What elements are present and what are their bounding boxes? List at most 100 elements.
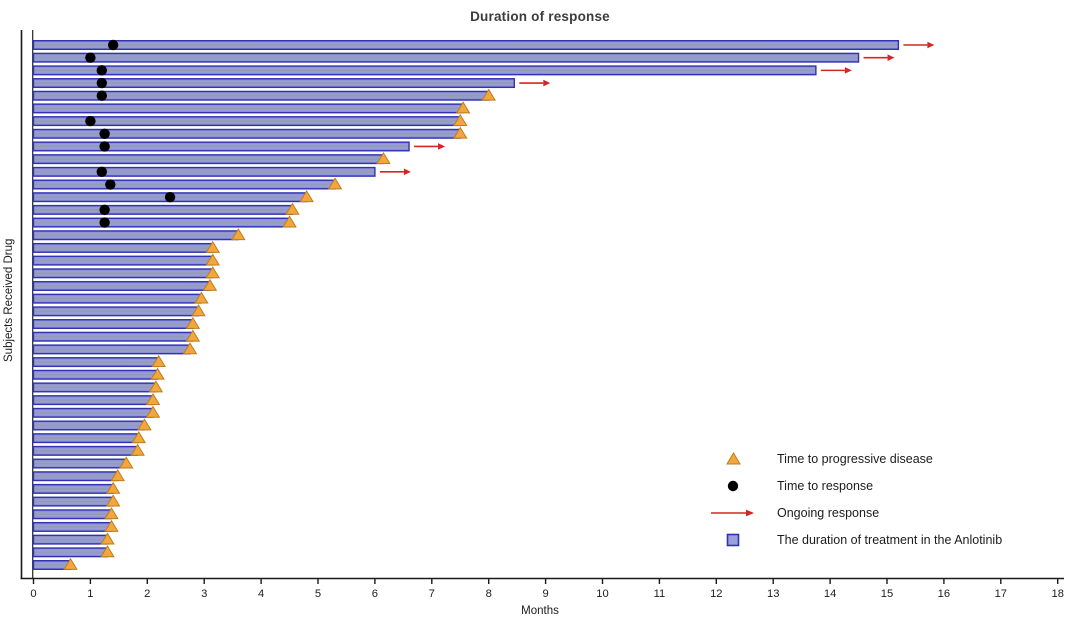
treatment-bar bbox=[32, 40, 900, 51]
treatment-bar bbox=[32, 420, 146, 431]
legend-item-progressive-disease: Time to progressive disease bbox=[705, 445, 1002, 472]
time-to-response-dot bbox=[96, 90, 107, 101]
legend-label: Time to progressive disease bbox=[777, 451, 933, 466]
progression-triangle bbox=[182, 342, 198, 355]
progression-triangle bbox=[205, 266, 221, 279]
progression-triangle bbox=[455, 101, 471, 114]
x-tick-label: 5 bbox=[315, 588, 321, 600]
progression-triangle bbox=[202, 278, 218, 291]
progression-triangle bbox=[130, 443, 145, 456]
treatment-bar bbox=[32, 306, 200, 317]
treatment-bar bbox=[32, 471, 119, 482]
progression-triangle bbox=[481, 88, 496, 101]
progression-triangle bbox=[105, 494, 121, 507]
x-tick-label: 6 bbox=[372, 588, 378, 600]
time-to-response-dot bbox=[99, 217, 110, 228]
legend-item-time-to-response: Time to response bbox=[705, 472, 1002, 499]
treatment-bar bbox=[32, 458, 127, 469]
treatment-bar bbox=[32, 204, 294, 215]
ongoing-arrow-head bbox=[887, 54, 895, 61]
progression-triangle bbox=[185, 329, 201, 342]
treatment-bar bbox=[32, 280, 211, 291]
progression-triangle bbox=[285, 202, 300, 215]
ongoing-arrow-head bbox=[403, 168, 411, 176]
treatment-bar bbox=[32, 445, 139, 456]
ongoing-arrow-head bbox=[927, 41, 935, 49]
x-tick-label: 15 bbox=[881, 588, 893, 600]
treatment-bar bbox=[32, 217, 291, 228]
x-tick-label: 18 bbox=[1051, 588, 1063, 600]
progression-triangle bbox=[194, 291, 209, 304]
progression-triangle bbox=[148, 380, 164, 393]
treatment-bar bbox=[32, 65, 817, 76]
time-to-response-dot bbox=[85, 52, 96, 63]
x-tick-label: 16 bbox=[938, 588, 950, 600]
treatment-bar bbox=[32, 331, 194, 342]
x-tick-label: 7 bbox=[429, 588, 435, 600]
treatment-bar bbox=[32, 357, 160, 368]
x-tick-label: 3 bbox=[201, 588, 207, 600]
time-to-response-dot bbox=[164, 191, 176, 203]
legend: Time to progressive disease Time to resp… bbox=[705, 445, 1002, 553]
progression-triangle bbox=[282, 215, 297, 228]
x-tick-label: 4 bbox=[258, 588, 264, 600]
treatment-bar bbox=[32, 179, 336, 190]
progression-triangle bbox=[104, 519, 119, 532]
treatment-bar bbox=[32, 128, 461, 139]
treatment-bar bbox=[32, 230, 240, 241]
treatment-bar bbox=[32, 319, 194, 330]
treatment-bar bbox=[32, 293, 203, 304]
x-tick-label: 11 bbox=[654, 588, 666, 600]
chart-title: Duration of response bbox=[470, 9, 610, 24]
time-to-response-dot bbox=[85, 115, 96, 127]
treatment-bar bbox=[32, 242, 214, 253]
progression-triangle bbox=[100, 532, 115, 545]
treatment-bar bbox=[32, 52, 860, 63]
progression-triangle bbox=[452, 113, 468, 126]
time-to-response-dot bbox=[99, 204, 110, 216]
arrow-icon bbox=[705, 507, 761, 519]
progression-triangle bbox=[145, 392, 161, 406]
triangle-icon bbox=[705, 452, 761, 465]
x-axis-label: Months bbox=[521, 605, 559, 617]
treatment-bar bbox=[32, 496, 114, 507]
x-tick-label: 2 bbox=[144, 588, 150, 600]
circle-icon bbox=[705, 480, 761, 492]
x-tick-label: 12 bbox=[710, 588, 722, 600]
treatment-bar bbox=[32, 141, 410, 152]
time-to-response-dot bbox=[99, 128, 110, 139]
square-icon bbox=[705, 533, 761, 547]
progression-triangle bbox=[105, 481, 121, 494]
treatment-bar bbox=[32, 534, 109, 545]
progression-triangle bbox=[231, 228, 246, 241]
x-tick-label: 8 bbox=[486, 588, 492, 600]
x-tick-label: 14 bbox=[824, 588, 836, 600]
time-to-response-dot bbox=[107, 39, 119, 51]
treatment-bar bbox=[32, 116, 461, 127]
legend-item-treatment-duration: The duration of treatment in the Anlotin… bbox=[705, 526, 1002, 553]
legend-label: Time to response bbox=[777, 478, 874, 493]
progression-triangle bbox=[137, 418, 152, 431]
progression-triangle bbox=[145, 405, 161, 418]
legend-label: The duration of treatment in the Anlotin… bbox=[777, 532, 1003, 547]
ongoing-arrow-head bbox=[543, 79, 551, 87]
treatment-bar bbox=[32, 78, 516, 89]
x-tick-label: 17 bbox=[995, 588, 1007, 600]
treatment-bar bbox=[32, 382, 157, 393]
time-to-response-dot bbox=[96, 166, 107, 178]
x-tick-label: 0 bbox=[30, 588, 36, 600]
x-tick-label: 10 bbox=[596, 588, 608, 600]
progression-triangle bbox=[452, 126, 468, 139]
progression-triangle bbox=[104, 507, 119, 520]
treatment-bar bbox=[32, 433, 140, 444]
progression-triangle bbox=[63, 557, 78, 570]
treatment-bar bbox=[32, 344, 191, 355]
time-to-response-dot bbox=[96, 77, 107, 89]
progression-triangle bbox=[185, 316, 201, 329]
x-tick-label: 13 bbox=[767, 588, 779, 600]
progression-triangle bbox=[205, 240, 221, 253]
treatment-bar bbox=[32, 547, 109, 558]
treatment-bar bbox=[32, 395, 154, 406]
treatment-bar bbox=[32, 255, 214, 266]
